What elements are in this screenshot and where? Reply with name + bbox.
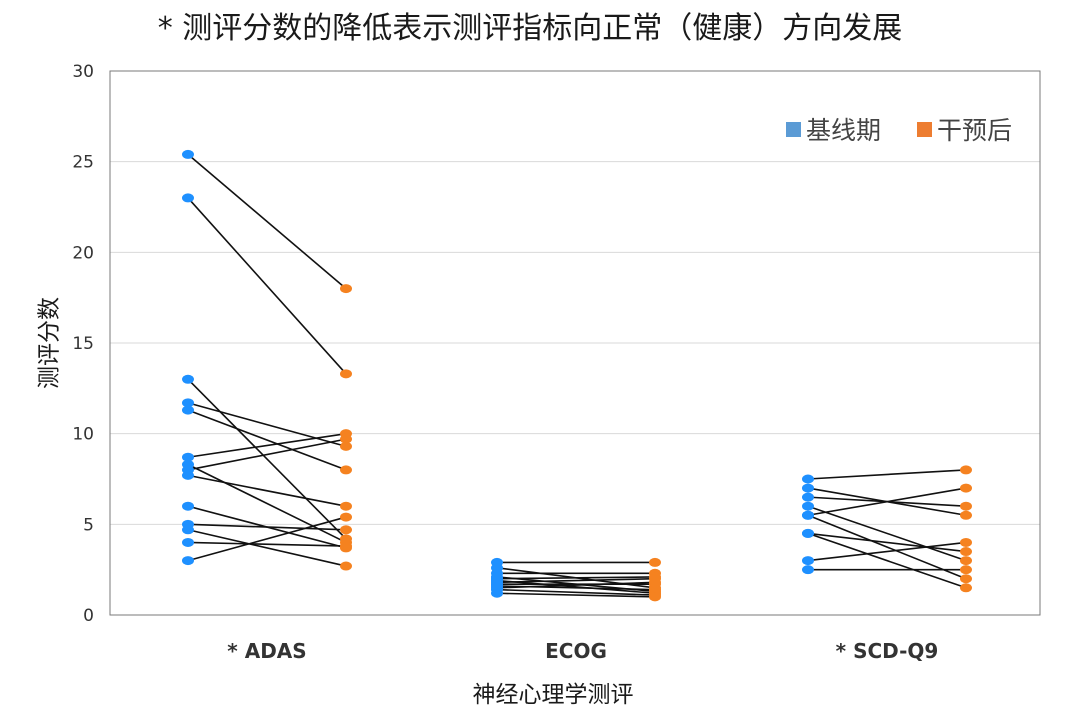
pair-line [496,579,656,595]
baseline-point [802,474,814,484]
baseline-point [182,525,194,535]
legend-label: 干预后 [937,116,1012,145]
pair-line [496,581,656,589]
post-point [340,434,352,444]
pair-line [496,577,656,584]
baseline-point [182,537,194,547]
post-point [340,369,352,379]
pair-line [187,516,347,562]
post-point [649,577,661,587]
pair-line [187,541,347,547]
y-axis-label: 测评分数 [37,297,63,389]
baseline-point [182,501,194,511]
baseline-point [802,501,814,511]
post-point [340,501,352,511]
data-pairs [182,149,972,602]
pair-line [187,378,347,540]
pair-line [807,505,967,562]
baseline-point [182,470,194,480]
baseline-point [802,565,814,575]
post-point [340,284,352,294]
chart-title: * 测评分数的降低表示测评指标向正常（健康）方向发展 [158,11,903,46]
post-point [960,565,972,575]
baseline-point [802,483,814,493]
baseline-point [182,193,194,203]
x-axis: * ADAS ECOG * SCD-Q9 [227,639,938,663]
post-point [960,465,972,475]
post-point [340,512,352,522]
y-tick-label: 20 [72,243,94,263]
pair-line [807,532,967,589]
post-point [649,592,661,602]
post-point [340,561,352,571]
baseline-point [182,398,194,408]
y-tick-label: 30 [72,62,94,82]
baseline-point [491,588,503,598]
y-tick-label: 25 [72,153,94,173]
post-point [960,537,972,547]
pair-line [496,576,656,580]
post-point [340,525,352,535]
baseline-point [802,510,814,520]
pair-lines [187,153,967,598]
baseline-point [182,556,194,566]
legend: 基线期 干预后 [786,116,1012,145]
x-category-label: * SCD-Q9 [836,639,939,663]
pair-line [187,432,347,459]
post-point [649,557,661,567]
pair-line [187,438,347,471]
post-point [960,510,972,520]
post-point [960,556,972,566]
post-point [340,441,352,451]
pair-line [187,197,347,375]
post-point [960,574,972,584]
post-point [340,465,352,475]
pair-line [187,528,347,567]
pair-line [496,592,656,598]
post-point [960,547,972,557]
y-tick-label: 5 [83,515,94,535]
y-axis: 0 5 10 15 20 25 30 [72,62,94,626]
legend-item: 干预后 [917,116,1012,145]
x-category-label: ECOG [545,639,607,663]
legend-label: 基线期 [806,116,881,145]
legend-item: 基线期 [786,116,881,145]
pair-line [807,532,967,553]
baseline-point [182,374,194,384]
legend-swatch [786,122,801,137]
pair-line [807,514,967,580]
y-tick-label: 0 [83,606,94,626]
baseline-point [182,149,194,159]
pair-line [807,487,967,517]
pair-line [807,541,967,562]
baseline-point [182,405,194,415]
baseline-point [182,452,194,462]
pair-line [187,474,347,507]
y-tick-label: 15 [72,334,94,354]
post-point [340,541,352,551]
pair-line [496,588,656,596]
pair-line [187,402,347,448]
x-axis-label: 神经心理学测评 [473,682,634,708]
post-point [960,501,972,511]
pair-line [187,153,347,290]
pair-line [807,469,967,480]
post-point [960,483,972,493]
post-point [960,583,972,593]
pair-line [187,463,347,544]
pair-line [187,409,347,471]
legend-swatch [917,122,932,137]
y-tick-label: 10 [72,425,94,445]
baseline-point [802,528,814,538]
baseline-point [802,492,814,502]
pair-points [182,149,972,602]
baseline-point [802,556,814,566]
pair-line [187,523,347,531]
x-category-label: * ADAS [227,639,306,663]
plot-area [109,70,1041,616]
gridlines [110,161,1040,525]
